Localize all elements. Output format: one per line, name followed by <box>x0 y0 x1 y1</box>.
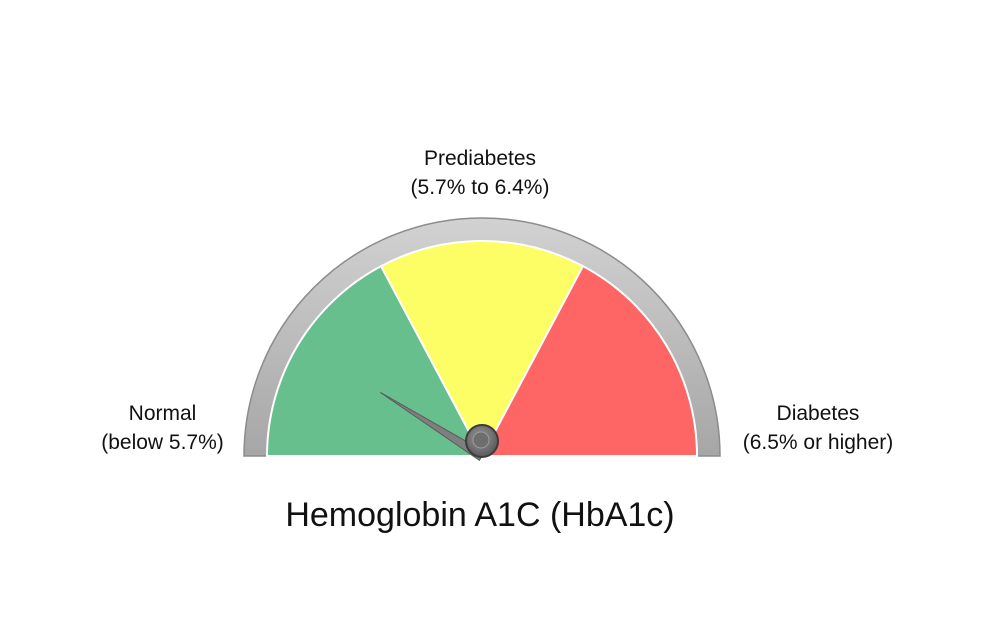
label-prediabetes: Prediabetes (5.7% to 6.4%) <box>330 144 630 202</box>
label-normal-name: Normal <box>128 402 197 425</box>
gauge-hub-center <box>472 431 490 449</box>
gauge-segment-normal <box>265 264 484 457</box>
label-normal: Normal (below 5.7%) <box>60 399 265 457</box>
label-prediabetes-name: Prediabetes <box>423 147 537 170</box>
label-diabetes-range: (6.5% or higher) <box>742 431 894 454</box>
label-diabetes: Diabetes (6.5% or higher) <box>718 399 918 457</box>
label-diabetes-name: Diabetes <box>776 402 860 425</box>
label-normal-range: (below 5.7%) <box>101 431 224 454</box>
gauge-segment-prediabetes <box>379 240 585 459</box>
gauge-segment-diabetes <box>480 264 699 457</box>
label-prediabetes-range: (5.7% to 6.4%) <box>410 176 550 199</box>
gauge-title: Hemoglobin A1C (HbA1c) <box>285 496 675 534</box>
